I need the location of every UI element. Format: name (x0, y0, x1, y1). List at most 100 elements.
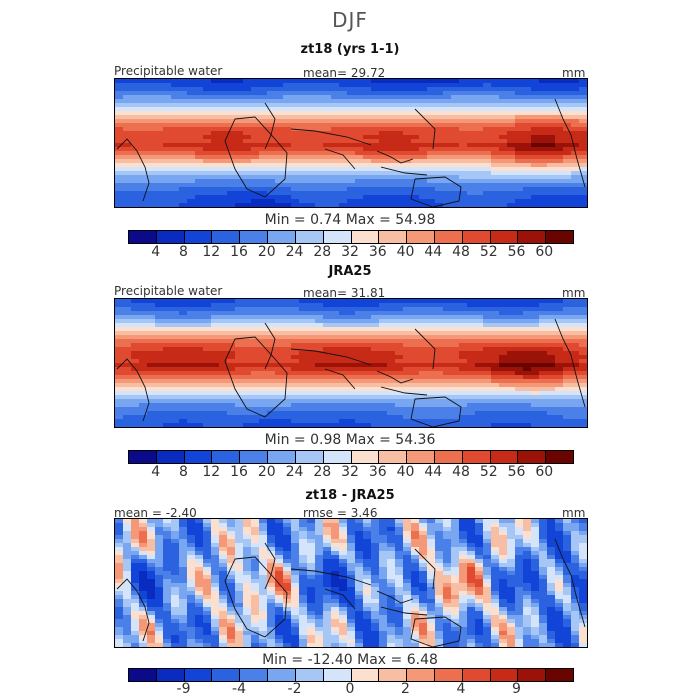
field-cell (171, 575, 180, 580)
field-cell (435, 387, 444, 392)
field-cell (531, 411, 540, 416)
field-cell (307, 319, 316, 324)
field-cell (483, 315, 492, 320)
field-cell (163, 315, 172, 320)
field-cell (187, 315, 196, 320)
field-cell (219, 399, 228, 404)
field-cell (291, 379, 300, 384)
field-cell (163, 371, 172, 376)
field-cell (331, 531, 340, 536)
field-cell (571, 83, 580, 88)
field-cell (475, 351, 484, 356)
field-cell (187, 367, 196, 372)
field-cell (299, 99, 308, 104)
field-cell (147, 559, 156, 564)
field-cell (531, 315, 540, 320)
field-cell (171, 159, 180, 164)
field-cell (443, 407, 452, 412)
field-cell (523, 95, 532, 100)
field-cell (139, 363, 148, 368)
field-cell (491, 203, 500, 207)
field-cell (179, 527, 188, 532)
field-cell (467, 519, 476, 524)
field-cell (451, 203, 460, 207)
field-cell (275, 299, 284, 304)
field-cell (147, 147, 156, 152)
field-cell (179, 551, 188, 556)
field-cell (275, 203, 284, 207)
field-cell (555, 79, 564, 84)
field-cell (147, 79, 156, 84)
field-cell (483, 191, 492, 196)
panel-1-colorbar (128, 230, 574, 244)
field-cell (379, 559, 388, 564)
field-cell (427, 407, 436, 412)
field-cell (187, 155, 196, 160)
field-cell (227, 359, 236, 364)
field-cell (579, 123, 587, 128)
field-cell (491, 423, 500, 427)
field-cell (403, 199, 412, 204)
field-cell (171, 331, 180, 336)
field-cell (147, 143, 156, 148)
field-cell (355, 559, 364, 564)
field-cell (251, 95, 260, 100)
field-cell (155, 579, 164, 584)
field-cell (163, 191, 172, 196)
field-cell (555, 135, 564, 140)
field-cell (571, 359, 580, 364)
field-cell (203, 339, 212, 344)
field-cell (235, 99, 244, 104)
field-cell (379, 183, 388, 188)
field-cell (491, 147, 500, 152)
field-cell (147, 199, 156, 204)
field-cell (251, 315, 260, 320)
field-cell (323, 391, 332, 396)
field-cell (379, 367, 388, 372)
field-cell (331, 131, 340, 136)
field-cell (387, 551, 396, 556)
field-cell (267, 375, 276, 380)
field-cell (547, 531, 556, 536)
field-cell (403, 423, 412, 427)
field-cell (307, 155, 316, 160)
field-cell (307, 391, 316, 396)
field-cell (435, 179, 444, 184)
field-cell (347, 171, 356, 176)
field-cell (419, 403, 428, 408)
field-cell (323, 299, 332, 304)
field-cell (163, 115, 172, 120)
field-cell (227, 555, 236, 560)
field-cell (475, 383, 484, 388)
field-cell (339, 151, 348, 156)
field-cell (427, 127, 436, 132)
field-cell (411, 159, 420, 164)
field-cell (547, 303, 556, 308)
field-cell (499, 147, 508, 152)
field-cell (131, 519, 140, 524)
field-cell (443, 399, 452, 404)
field-cell (179, 155, 188, 160)
field-cell (275, 563, 284, 568)
field-cell (475, 395, 484, 400)
field-cell (491, 119, 500, 124)
field-cell (555, 571, 564, 576)
field-cell (571, 339, 580, 344)
field-cell (235, 171, 244, 176)
field-cell (403, 519, 412, 524)
field-cell (467, 411, 476, 416)
field-cell (267, 319, 276, 324)
field-cell (555, 87, 564, 92)
field-cell (179, 131, 188, 136)
field-cell (259, 135, 268, 140)
field-cell (203, 547, 212, 552)
field-cell (259, 367, 268, 372)
field-cell (451, 547, 460, 552)
field-cell (459, 363, 468, 368)
field-cell (259, 171, 268, 176)
field-cell (531, 123, 540, 128)
field-cell (195, 171, 204, 176)
field-cell (563, 583, 572, 588)
field-cell (507, 347, 516, 352)
field-cell (147, 95, 156, 100)
